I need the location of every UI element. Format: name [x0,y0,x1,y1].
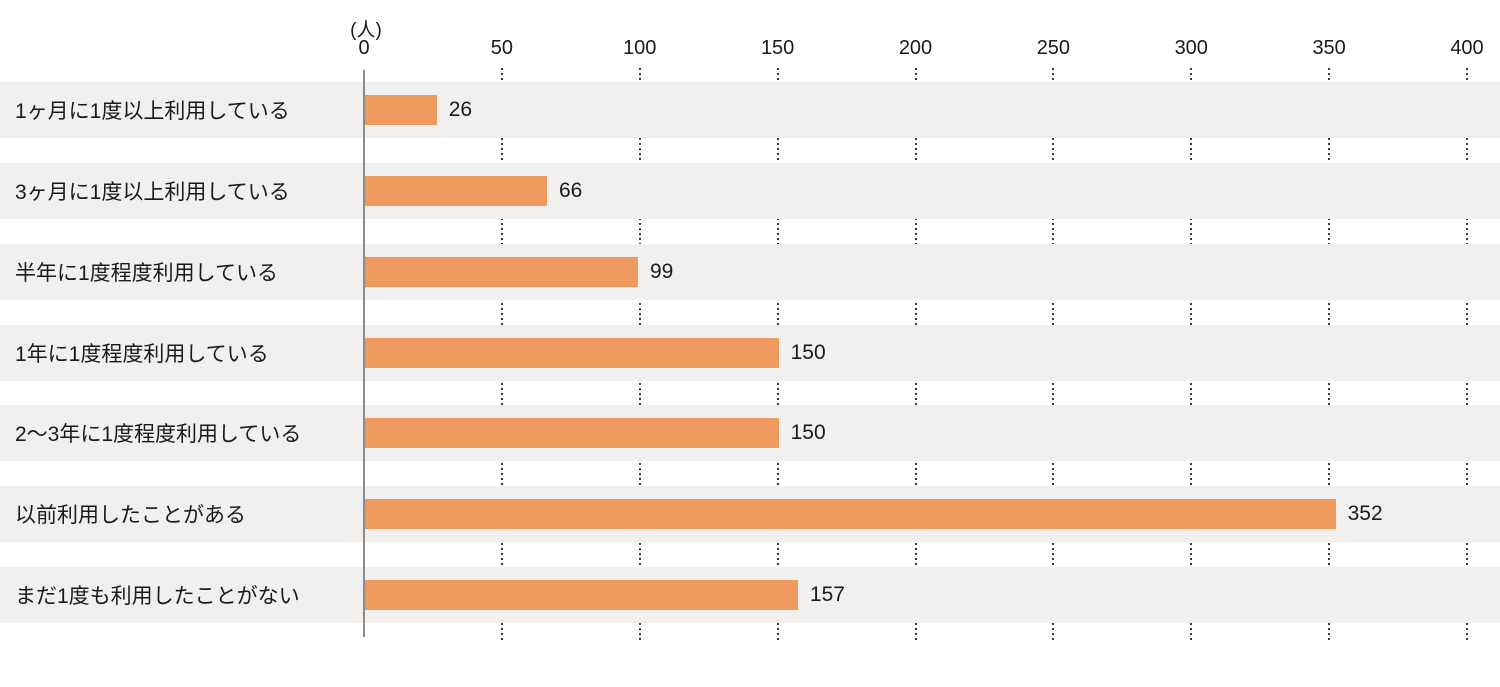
category-label: 1ヶ月に1度以上利用している [15,100,290,123]
row-stripe [0,162,1500,219]
value-label: 66 [558,178,583,202]
value-label: 26 [448,98,473,121]
category-label: 1年に1度程度利用している [15,342,269,366]
x-tick-label: 250 [1036,37,1071,59]
value-label: 99 [649,259,674,283]
category-label: 2〜3年に1度程度利用している [15,423,302,447]
category-label: 3ヶ月に1度以上利用している [15,180,290,204]
x-tick-label: 50 [490,37,513,59]
row-stripe [0,243,1500,300]
bar [365,337,779,368]
bar [365,580,798,611]
value-label: 157 [809,583,845,607]
bar [365,175,547,206]
value-label: 150 [790,340,826,364]
x-tick-label: 300 [1174,37,1208,59]
value-label: 150 [790,421,826,445]
y-axis-line [363,70,365,637]
row-stripe [0,82,1500,138]
x-tick-label: 400 [1450,37,1484,59]
axis-unit-label: (人) [350,20,382,41]
x-tick-label: 0 [358,37,370,59]
bar [365,418,779,449]
bar [365,95,437,125]
category-label: まだ1度も利用したことがない [15,585,300,609]
x-tick-label: 150 [760,37,795,59]
value-label: 352 [1347,502,1383,526]
bar [365,256,638,287]
category-label: 半年に1度程度利用している [15,261,279,285]
x-tick-label: 200 [898,37,933,59]
bar [365,499,1336,530]
category-label: 以前利用したことがある [15,504,246,528]
x-tick-label: 350 [1312,37,1346,59]
x-tick-label: 100 [623,37,657,59]
